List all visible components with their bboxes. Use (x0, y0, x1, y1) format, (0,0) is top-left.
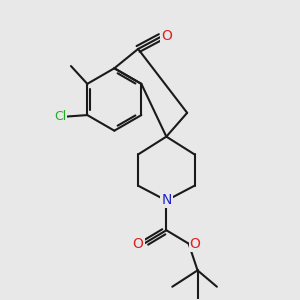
Text: Cl: Cl (54, 110, 66, 123)
Text: N: N (161, 193, 172, 207)
Text: O: O (190, 237, 201, 251)
Text: O: O (161, 29, 172, 44)
Text: O: O (133, 237, 143, 251)
